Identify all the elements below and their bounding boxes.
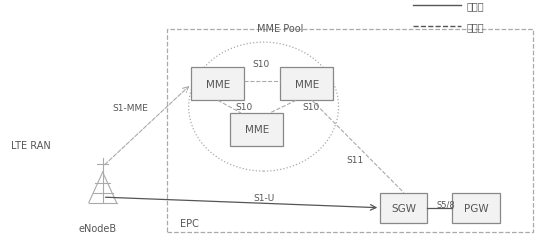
Bar — [380, 193, 427, 223]
Text: S10: S10 — [302, 103, 320, 112]
Text: eNodeB: eNodeB — [78, 223, 116, 233]
Bar — [230, 113, 283, 146]
Text: MME: MME — [206, 80, 230, 89]
Bar — [452, 193, 500, 223]
Bar — [191, 68, 244, 101]
Text: LTE RAN: LTE RAN — [11, 140, 51, 150]
Bar — [166, 30, 533, 232]
Bar — [280, 68, 333, 101]
Text: MME Pool: MME Pool — [257, 24, 304, 34]
Text: S5/8: S5/8 — [436, 200, 455, 209]
Text: EPC: EPC — [180, 218, 199, 228]
Text: S10: S10 — [236, 103, 253, 112]
Text: S1-MME: S1-MME — [113, 104, 148, 113]
Text: S10: S10 — [253, 60, 270, 69]
Text: MME: MME — [295, 80, 319, 89]
Text: SGW: SGW — [391, 203, 416, 213]
Text: MME: MME — [245, 125, 269, 135]
Text: S11: S11 — [346, 155, 364, 165]
Text: S1-U: S1-U — [253, 193, 274, 202]
Text: 控制面: 控制面 — [466, 22, 484, 32]
Text: PGW: PGW — [463, 203, 488, 213]
Text: 用户面: 用户面 — [466, 2, 484, 11]
